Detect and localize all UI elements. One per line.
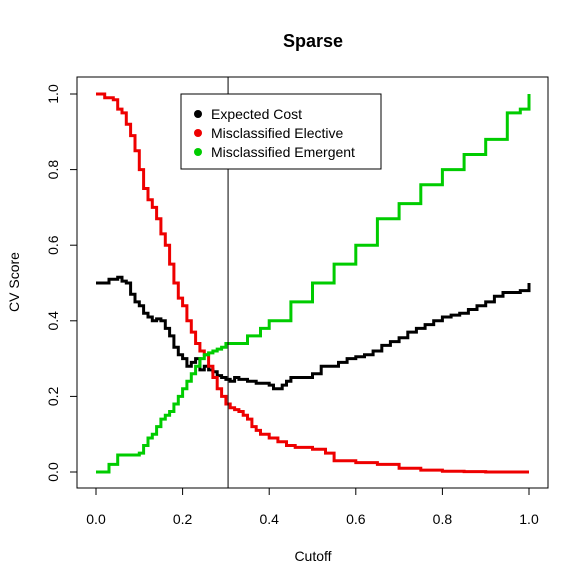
y-tick-label: 0.6 (45, 235, 61, 255)
x-axis: 0.0 0.2 0.4 0.6 0.8 1.0 (86, 487, 539, 527)
x-tick-label: 0.6 (346, 511, 366, 527)
series-layer (96, 92, 531, 474)
y-axis: 0.0 0.2 0.4 0.6 0.8 1.0 (45, 84, 78, 482)
legend-box (180, 93, 382, 170)
series-line-3 (96, 94, 531, 474)
y-axis-label: CV Score (6, 252, 22, 312)
legend-label-2: Misclassified Elective (211, 125, 343, 141)
x-tick-label: 0.4 (259, 511, 279, 527)
x-tick-label: 0.2 (173, 511, 193, 527)
y-tick-label: 0.8 (45, 160, 61, 180)
y-tick-label: 0.0 (45, 462, 61, 482)
y-tick-label: 1.0 (45, 84, 61, 104)
legend-marker-2 (194, 129, 202, 137)
legend-label-1: Expected Cost (211, 106, 302, 122)
x-tick-label: 1.0 (519, 511, 539, 527)
legend: Expected Cost Misclassified Elective Miscl… (180, 93, 382, 170)
x-tick-label: 0.0 (86, 511, 106, 527)
chart-title: Sparse (283, 31, 343, 51)
y-tick-label: 0.2 (45, 386, 61, 406)
legend-marker-1 (194, 110, 202, 118)
x-axis-label: Cutoff (294, 548, 331, 564)
series-line-1 (96, 275, 531, 391)
legend-label-3: Misclassified Emergent (211, 144, 355, 160)
series-line-2 (96, 92, 529, 474)
legend-marker-3 (194, 148, 202, 156)
x-tick-label: 0.8 (433, 511, 453, 527)
y-tick-label: 0.4 (45, 311, 61, 331)
